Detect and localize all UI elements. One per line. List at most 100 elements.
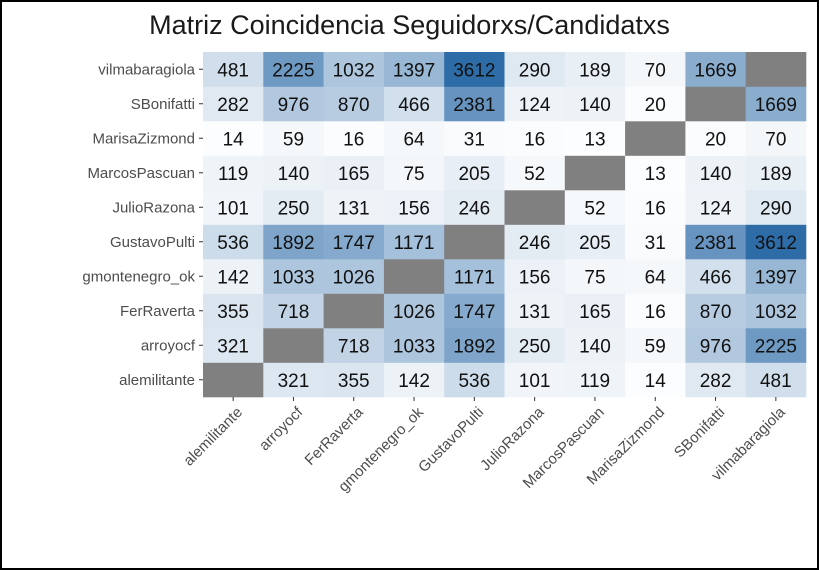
cell-value-label: 718 [278, 302, 310, 323]
heatmap-cell-GustavoPulti-SBonifatti [685, 224, 746, 260]
heatmap-cell-SBonifatti-MarisaZizmond [625, 86, 686, 122]
cell-value-label: 718 [338, 336, 370, 357]
x-tick-label: arroyocf [256, 403, 307, 454]
heatmap-cell-FerRaverta-FerRaverta [323, 293, 385, 329]
heatmap-cell-FerRaverta-MarcosPascuan [564, 293, 626, 329]
heatmap-cell-MarcosPascuan-JulioRazona [504, 155, 566, 191]
y-tick-label: FerRaverta [120, 303, 196, 320]
heatmap-cell-arroyocf-MarcosPascuan [564, 328, 626, 363]
heatmap-cell-arroyocf-GustavoPulti [444, 328, 505, 363]
heatmap-cell-MarisaZizmond-FerRaverta [323, 121, 385, 156]
cell-value-label: 205 [458, 164, 490, 185]
cell-value-label: 3612 [453, 60, 495, 81]
cell-value-label: 131 [519, 302, 551, 323]
cell-value-label: 165 [338, 164, 370, 185]
cell-value-label: 59 [283, 129, 304, 150]
cell-value-label: 1026 [393, 302, 435, 323]
heatmap-cell-MarcosPascuan-MarisaZizmond [625, 155, 686, 191]
cell-value-label: 101 [217, 198, 249, 219]
heatmap-cell-gmontenegro_ok-arroyocf [263, 259, 324, 294]
heatmap-cell-arroyocf-MarisaZizmond [625, 328, 686, 363]
cell-value-label: 1397 [755, 267, 797, 288]
heatmap-cell-vilmabaragiola-vilmabaragiola [745, 52, 807, 87]
cell-value-label: 1171 [394, 233, 435, 254]
heatmap-cell-GustavoPulti-gmontenegro_ok [383, 224, 445, 260]
cell-value-label: 282 [700, 371, 732, 392]
cell-value-label: 14 [223, 129, 245, 150]
cell-value-label: 1892 [272, 233, 314, 254]
heatmap-cell-FerRaverta-MarisaZizmond [625, 293, 686, 329]
cell-value-label: 1747 [333, 233, 375, 254]
heatmap-cell-MarisaZizmond-gmontenegro_ok [383, 121, 445, 156]
heatmap-cell-FerRaverta-alemilitante [203, 293, 264, 329]
heatmap-cell-MarcosPascuan-arroyocf [263, 155, 324, 191]
heatmap-cell-GustavoPulti-GustavoPulti [444, 224, 505, 260]
chart-title: Matriz Coincidencia Seguidorxs/Candidatx… [149, 10, 670, 40]
cell-value-label: 1032 [333, 60, 375, 81]
cell-value-label: 31 [464, 129, 485, 150]
heatmap-cell-MarcosPascuan-gmontenegro_ok [383, 155, 445, 191]
cell-value-label: 1397 [393, 60, 435, 81]
cell-value-label: 64 [403, 129, 425, 150]
heatmap-cell-MarisaZizmond-MarisaZizmond [625, 121, 686, 156]
heatmap-cell-FerRaverta-gmontenegro_ok [383, 293, 445, 329]
cell-value-label: 355 [217, 302, 249, 323]
cell-value-label: 1669 [694, 60, 736, 81]
cell-value-label: 52 [524, 164, 545, 185]
heatmap-cell-SBonifatti-arroyocf [263, 86, 324, 122]
heatmap-cell-gmontenegro_ok-JulioRazona [504, 259, 566, 294]
heatmap-cell-MarisaZizmond-arroyocf [263, 121, 324, 156]
heatmap-cell-FerRaverta-vilmabaragiola [745, 293, 807, 329]
heatmap-cell-vilmabaragiola-alemilitante [203, 52, 264, 87]
cell-value-label: 2225 [272, 60, 314, 81]
cell-value-label: 64 [645, 267, 667, 288]
cell-value-label: 20 [705, 129, 726, 150]
heatmap-cell-JulioRazona-gmontenegro_ok [383, 190, 445, 225]
cell-value-label: 16 [343, 129, 364, 150]
heatmap-cell-gmontenegro_ok-gmontenegro_ok [383, 259, 445, 294]
heatmap-cell-gmontenegro_ok-MarisaZizmond [625, 259, 686, 294]
cell-value-label: 140 [579, 95, 611, 116]
y-tick-label: MarcosPascuan [87, 165, 195, 182]
cell-value-label: 14 [645, 371, 667, 392]
heatmap-cell-GustavoPulti-JulioRazona [504, 224, 566, 260]
cell-value-label: 119 [580, 371, 610, 392]
cell-value-label: 290 [519, 60, 551, 81]
cell-value-label: 976 [700, 336, 732, 357]
cell-value-label: 321 [278, 371, 310, 392]
x-tick-label: alemilitante [180, 404, 246, 470]
heatmap-cell-vilmabaragiola-arroyocf [263, 52, 324, 87]
heatmap-cell-SBonifatti-vilmabaragiola [745, 86, 807, 122]
cell-value-label: 75 [403, 164, 424, 185]
cell-value-label: 2225 [755, 336, 797, 357]
x-axis: alemilitante arroyocfFerRavertagmontenegr… [180, 397, 789, 495]
heatmap-cell-MarisaZizmond-SBonifatti [685, 121, 746, 156]
cell-value-label: 1669 [755, 95, 797, 116]
heatmap-cell-JulioRazona-MarcosPascuan [564, 190, 626, 225]
cell-value-label: 16 [524, 129, 545, 150]
heatmap-cell-gmontenegro_ok-vilmabaragiola [745, 259, 807, 294]
heatmap-cell-alemilitante-arroyocf [263, 362, 324, 398]
cell-value-label: 282 [217, 95, 249, 116]
heatmap-cell-alemilitante-JulioRazona [504, 362, 566, 398]
heatmap-cell-gmontenegro_ok-SBonifatti [685, 259, 746, 294]
cell-value-label: 481 [760, 371, 792, 392]
cell-value-label: 16 [645, 198, 666, 219]
heatmap-cell-vilmabaragiola-FerRaverta [323, 52, 385, 87]
heatmap-cell-vilmabaragiola-gmontenegro_ok [383, 52, 445, 87]
heatmap-cell-JulioRazona-vilmabaragiola [745, 190, 807, 225]
heatmap-cell-GustavoPulti-vilmabaragiola [745, 224, 807, 260]
heatmap-cell-SBonifatti-SBonifatti [685, 86, 746, 122]
cell-value-label: 1033 [272, 267, 314, 288]
heatmap-cell-gmontenegro_ok-alemilitante [203, 259, 264, 294]
cell-value-label: 246 [458, 198, 490, 219]
cell-value-label: 1026 [333, 267, 375, 288]
cell-value-label: 466 [700, 267, 732, 288]
cell-value-label: 101 [519, 371, 551, 392]
cell-value-label: 13 [584, 129, 605, 150]
cell-value-label: 13 [645, 164, 666, 185]
heatmap-cell-MarcosPascuan-MarcosPascuan [564, 155, 626, 191]
heatmap-cell-arroyocf-SBonifatti [685, 328, 746, 363]
cell-value-label: 976 [278, 95, 310, 116]
